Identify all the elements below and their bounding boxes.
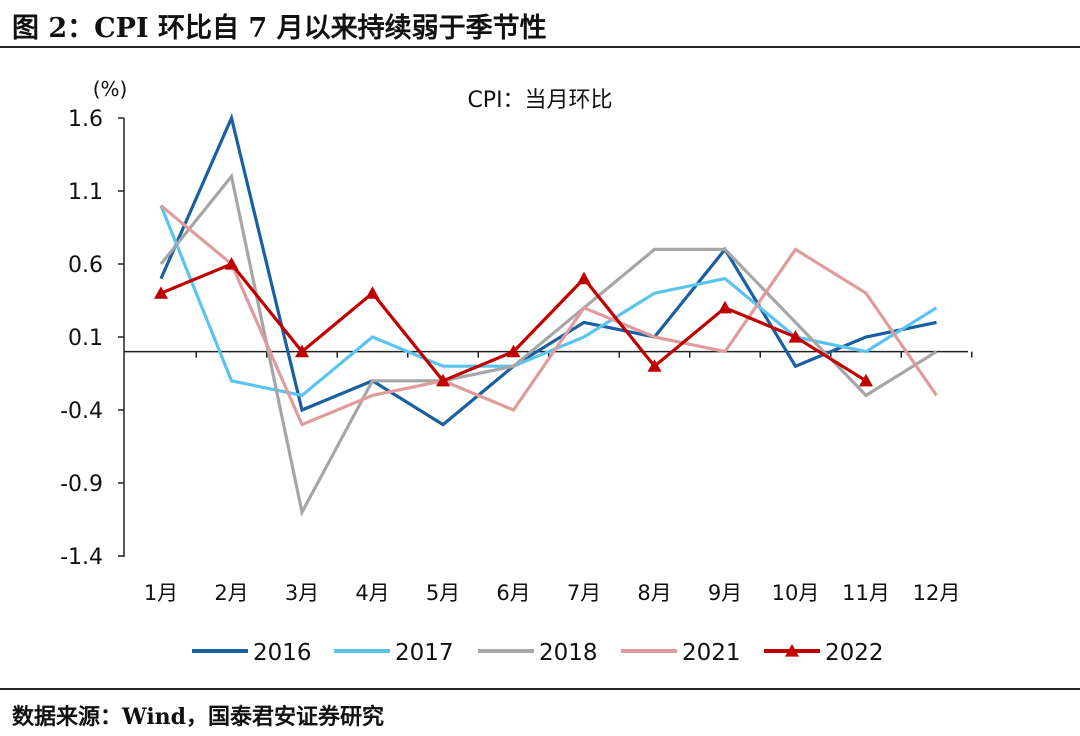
y-tick-label: -1.4 [60,545,103,570]
series-marker-2022 [154,286,168,299]
x-tick-label: 3月 [285,581,319,605]
series-marker-2022 [788,330,803,343]
series-marker-2022 [647,359,662,372]
y-tick-label: -0.4 [60,399,103,424]
series-line-2016 [159,113,937,427]
x-tick-label: 5月 [426,581,460,605]
chart-title: CPI：当月环比 [467,88,612,113]
legend-label-2022: 2022 [825,640,884,666]
series-marker-2022 [506,344,521,358]
source-note: 数据来源：Wind，国泰君安证券研究 [12,704,385,730]
y-tick-label: 0.6 [68,253,103,278]
legend-label-2018: 2018 [539,640,598,666]
x-tick-label: 10月 [772,581,820,605]
x-tick-label: 9月 [708,581,742,605]
legend-label-2021: 2021 [682,640,741,666]
series-marker-2022 [224,257,239,270]
x-tick-label: 11月 [842,581,890,605]
x-tick-label: 12月 [913,581,961,605]
legend-label-2016: 2016 [253,640,312,666]
series-line-2018 [159,172,938,517]
legend-label-2017: 2017 [395,640,454,666]
series-line-2021 [159,204,938,427]
y-axis-unit: (%) [93,77,128,101]
series-marker-2022 [365,286,380,299]
series-marker-2022 [436,373,450,387]
y-tick-label: 0.1 [68,326,103,351]
x-tick-label: 6月 [496,581,530,605]
y-tick-label: -0.9 [60,472,103,497]
y-tick-label: 1.6 [68,107,103,132]
series-marker-2022 [859,373,873,387]
series-marker-2022 [577,271,591,285]
y-tick-label: 1.1 [68,180,103,205]
series-line-2022 [160,262,867,383]
x-tick-label: 8月 [637,581,671,605]
series-marker-2022 [295,344,309,358]
x-tick-label: 4月 [355,581,389,605]
legend-marker-2022 [785,644,799,657]
series-marker-2022 [718,300,732,314]
x-tick-label: 2月 [214,581,248,605]
x-tick-label: 7月 [567,581,601,605]
series-line-2017 [159,205,938,398]
top-rule [0,46,1080,48]
figure-title: 图 2：CPI 环比自 7 月以来持续弱于季节性 [12,13,547,44]
x-tick-label: 1月 [144,581,178,605]
bottom-rule [0,688,1080,690]
